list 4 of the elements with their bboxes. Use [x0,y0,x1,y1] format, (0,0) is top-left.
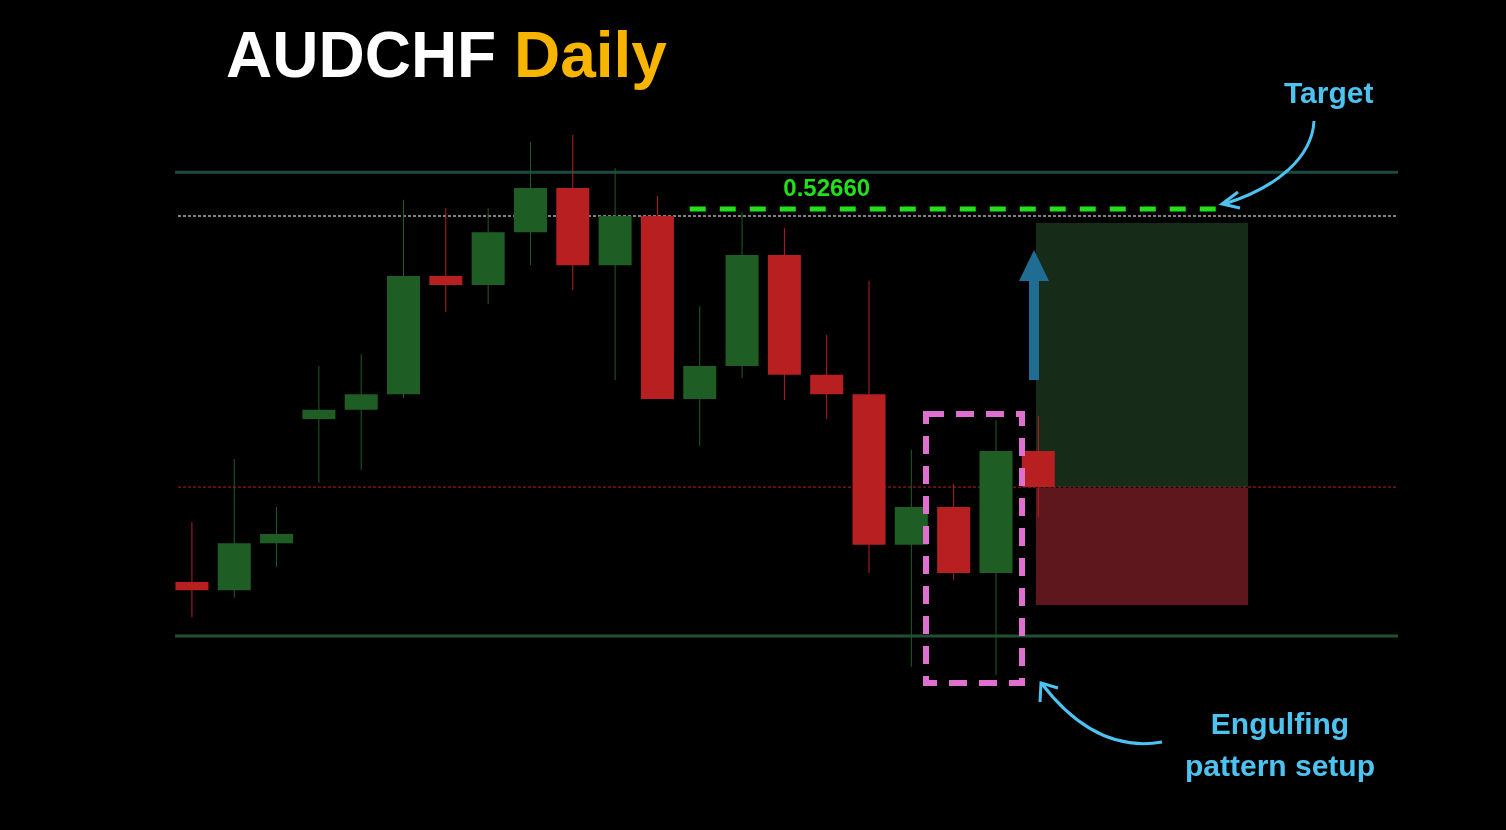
chart-title: AUDCHF Daily [226,19,667,91]
text: Engulfing pattern setup [1184,706,1376,784]
annotation: 0.52660 [783,173,871,201]
text: Target [1284,76,1374,110]
